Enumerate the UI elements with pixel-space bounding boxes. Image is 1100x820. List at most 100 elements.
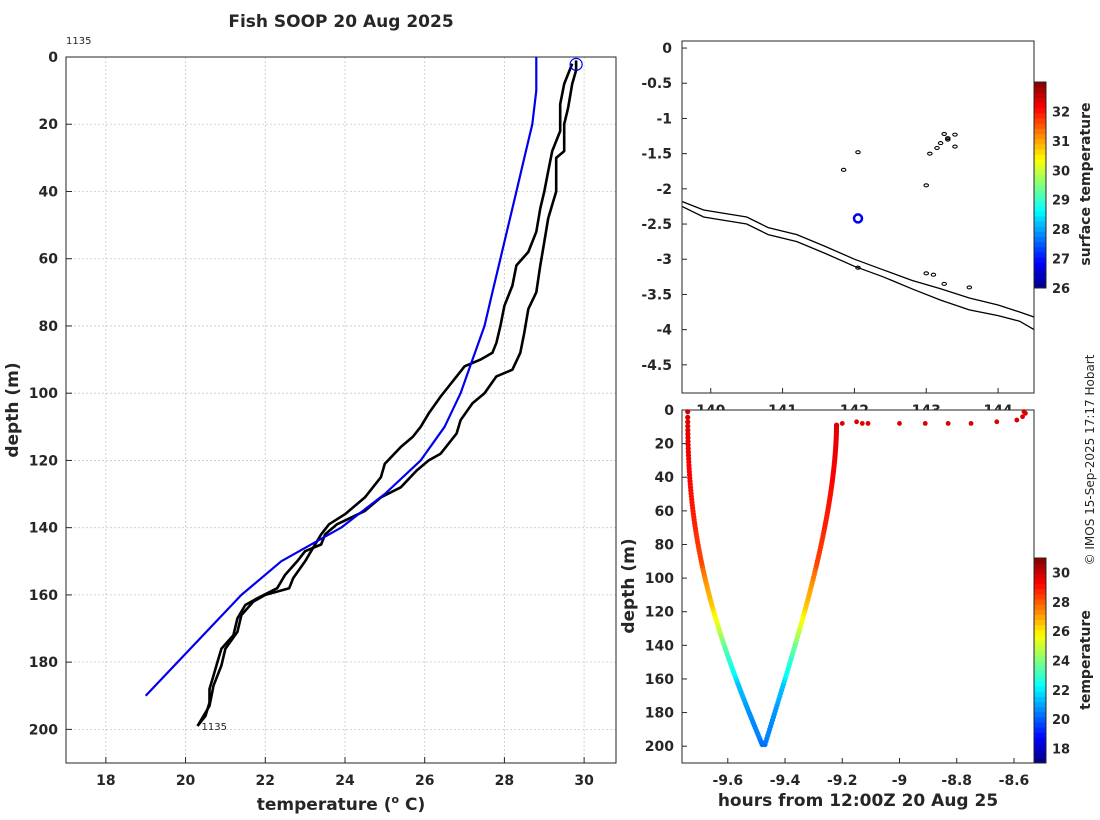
map-island (930, 272, 937, 277)
colorbar-swatch (1034, 107, 1046, 114)
section-surface-point (865, 421, 871, 426)
profile-id-bottom: 1135 (202, 722, 227, 733)
colorbar-swatch (1034, 588, 1046, 595)
map-coastline (681, 205, 1035, 331)
map-y-ticks: 0 -0.5 -1 -1.5 -2 -2.5 -3 -3.5 -4 -4.5 (641, 41, 687, 374)
colorbar-swatch (1034, 267, 1046, 274)
map-island (934, 145, 940, 151)
colorbar-frame (1033, 81, 1047, 289)
colorbar-swatch (1034, 143, 1046, 150)
colorbar-swatch (1034, 200, 1046, 207)
section-x-tick-label: -9 (892, 773, 908, 789)
section-x-tick-label: -8.8 (941, 773, 972, 789)
profile-x-ticks: 18 20 22 24 26 28 30 (96, 757, 594, 789)
colorbar-swatch (1034, 691, 1046, 697)
section-point (685, 435, 691, 441)
colorbar-swatch (1034, 262, 1046, 268)
profile-y-tick-label: 160 (29, 588, 58, 604)
colorbar-swatch (1034, 757, 1046, 764)
section-surface-point (994, 419, 1000, 425)
section-point (685, 423, 691, 429)
profile-y-tick-label: 180 (29, 655, 58, 671)
colorbar-swatch (1034, 185, 1046, 191)
colorbar-swatch (1034, 241, 1046, 248)
section-x-tick-label: -9.2 (827, 773, 858, 789)
colorbar-swatch (1034, 226, 1046, 232)
map-island (923, 183, 929, 188)
colorbar-tick-label: 28 (1052, 223, 1070, 238)
colorbar-swatch (1034, 629, 1046, 636)
colorbar-swatch (1034, 164, 1046, 171)
colorbar-swatch (1034, 123, 1046, 129)
section-y-tick-label: 180 (645, 706, 674, 722)
colorbar-swatch (1034, 236, 1046, 243)
map-island (966, 285, 973, 290)
colorbar-swatch (1034, 655, 1046, 661)
colorbar-swatch (1034, 599, 1046, 605)
colorbar-swatch (1034, 282, 1046, 289)
colorbar-tick-label: 26 (1052, 625, 1070, 640)
temperature-colorbar: 18 20 22 24 26 28 30 (1033, 557, 1070, 764)
section-point (685, 419, 691, 425)
map-island (855, 150, 861, 155)
section-surface-point (839, 421, 845, 426)
colorbar-swatch (1034, 231, 1046, 237)
colorbar-swatch (1034, 670, 1046, 677)
map-island (937, 141, 944, 146)
section-surface-point (1021, 409, 1027, 415)
map-island (945, 137, 951, 142)
map-y-tick-label: -4.5 (641, 358, 672, 374)
map-y-tick-label: -3 (656, 252, 672, 268)
colorbar-tick-label: 22 (1052, 684, 1070, 699)
map-y-tick-label: -1 (656, 111, 672, 127)
colorbar-swatch (1034, 138, 1046, 145)
colorbar-swatch (1034, 727, 1046, 733)
section-y-tick-label: 40 (655, 470, 675, 486)
colorbar-swatch (1034, 696, 1046, 702)
profile-line-climatology (144, 57, 538, 697)
colorbar-swatch (1034, 82, 1046, 88)
colorbar-swatch (1034, 752, 1046, 759)
section-y-tick-label: 140 (645, 638, 674, 654)
profile-y-tick-label: 20 (39, 117, 59, 133)
colorbar-swatch (1034, 604, 1046, 610)
colorbar-swatch (1034, 563, 1046, 569)
colorbar-swatch (1034, 118, 1046, 124)
section-y-tick-label: 20 (655, 437, 675, 453)
profile-line-ascent (196, 63, 574, 727)
colorbar-swatch (1034, 87, 1046, 93)
colorbar-swatch (1034, 634, 1046, 641)
section-x-tick-label: -9.6 (712, 773, 743, 789)
colorbar-swatch (1034, 706, 1046, 713)
map-y-tick-label: -3.5 (641, 287, 672, 303)
section-point (685, 431, 691, 437)
colorbar-swatch (1034, 747, 1046, 754)
colorbar-swatch (1034, 205, 1046, 212)
map-island (941, 131, 947, 136)
colorbar-swatch (1034, 133, 1046, 140)
credit-text: © IMOS 15-Sep-2025 17:17 Hobart (1083, 354, 1097, 565)
map-y-tick-label: 0 (662, 41, 672, 57)
colorbar-swatch (1034, 711, 1046, 718)
colorbar-swatch (1034, 681, 1046, 687)
profile-x-tick-label: 22 (256, 773, 275, 789)
colorbar-tick-label: 18 (1052, 742, 1070, 757)
colorbar-swatch (1034, 128, 1046, 134)
colorbar-swatch (1034, 568, 1046, 574)
profile-x-tick-label: 28 (495, 773, 514, 789)
profile-x-tick-label: 30 (574, 773, 594, 789)
surface-temperature-colorbar: 26 27 28 29 30 31 32 (1033, 81, 1070, 297)
profile-x-tick-label: 18 (96, 773, 115, 789)
profile-y-tick-label: 100 (29, 386, 58, 402)
map-island (952, 144, 958, 149)
colorbar-swatch (1034, 97, 1046, 104)
section-point (833, 422, 840, 428)
profile-id-top: 1135 (66, 36, 91, 47)
colorbar-swatch (1034, 112, 1046, 119)
colorbar-swatch (1034, 190, 1046, 196)
colorbar-swatch (1034, 102, 1046, 109)
colorbar-swatch (1034, 169, 1046, 176)
colorbar-tick-label: 30 (1052, 164, 1070, 179)
colorbar-swatch (1034, 92, 1046, 98)
profile-y-tick-label: 120 (29, 453, 58, 469)
